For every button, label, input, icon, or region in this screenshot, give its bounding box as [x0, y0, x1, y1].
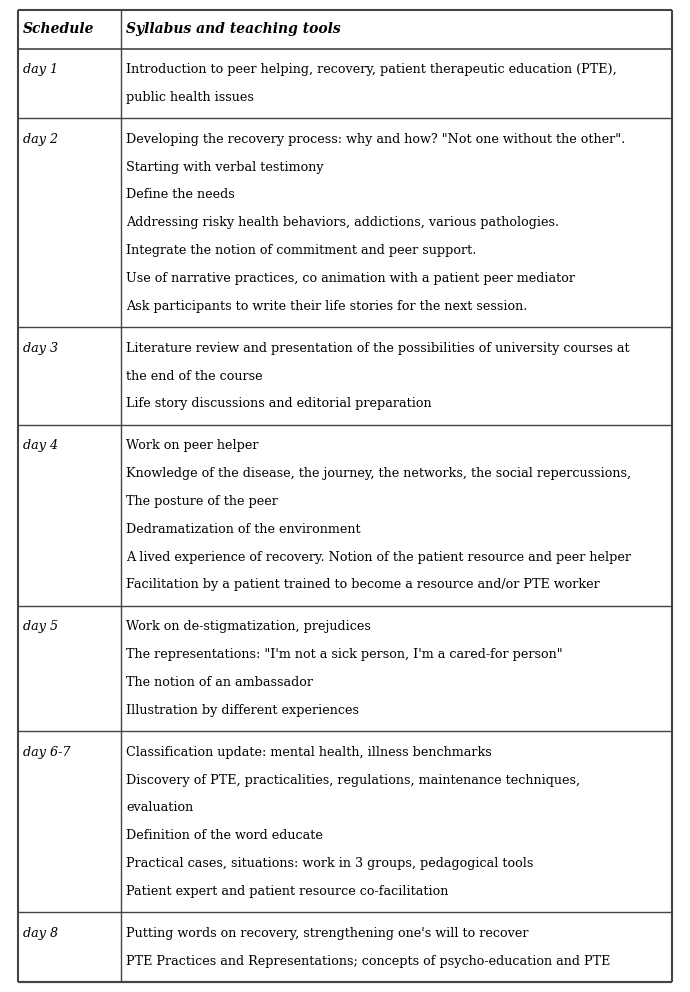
Text: Syllabus and teaching tools: Syllabus and teaching tools — [126, 22, 341, 37]
Text: Discovery of PTE, practicalities, regulations, maintenance techniques,: Discovery of PTE, practicalities, regula… — [126, 774, 580, 787]
Text: Life story discussions and editorial preparation: Life story discussions and editorial pre… — [126, 398, 432, 411]
Text: Putting words on recovery, strengthening one's will to recover: Putting words on recovery, strengthening… — [126, 927, 529, 939]
Text: day 2: day 2 — [23, 133, 58, 146]
Text: Classification update: mental health, illness benchmarks: Classification update: mental health, il… — [126, 746, 492, 759]
Text: The notion of an ambassador: The notion of an ambassador — [126, 676, 313, 688]
Text: day 1: day 1 — [23, 63, 58, 76]
Text: Facilitation by a patient trained to become a resource and/or PTE worker: Facilitation by a patient trained to bec… — [126, 578, 600, 591]
Text: A lived experience of recovery. Notion of the patient resource and peer helper: A lived experience of recovery. Notion o… — [126, 551, 631, 563]
Text: Integrate the notion of commitment and peer support.: Integrate the notion of commitment and p… — [126, 244, 477, 257]
Text: day 5: day 5 — [23, 620, 58, 633]
Text: Work on peer helper: Work on peer helper — [126, 439, 259, 452]
Text: public health issues: public health issues — [126, 91, 254, 104]
Text: Use of narrative practices, co animation with a patient peer mediator: Use of narrative practices, co animation… — [126, 272, 575, 285]
Text: Practical cases, situations: work in 3 groups, pedagogical tools: Practical cases, situations: work in 3 g… — [126, 857, 533, 870]
Text: evaluation: evaluation — [126, 802, 194, 814]
Text: The posture of the peer: The posture of the peer — [126, 495, 278, 508]
Text: day 3: day 3 — [23, 341, 58, 355]
Text: Addressing risky health behaviors, addictions, various pathologies.: Addressing risky health behaviors, addic… — [126, 216, 560, 229]
Text: Schedule: Schedule — [23, 22, 95, 37]
Text: day 8: day 8 — [23, 927, 58, 939]
Text: day 4: day 4 — [23, 439, 58, 452]
Text: Ask participants to write their life stories for the next session.: Ask participants to write their life sto… — [126, 300, 528, 312]
Text: Dedramatization of the environment: Dedramatization of the environment — [126, 523, 361, 536]
Text: PTE Practices and Representations; concepts of psycho-education and PTE: PTE Practices and Representations; conce… — [126, 954, 611, 967]
Text: Work on de-stigmatization, prejudices: Work on de-stigmatization, prejudices — [126, 620, 371, 633]
Text: Patient expert and patient resource co-facilitation: Patient expert and patient resource co-f… — [126, 885, 448, 898]
Text: Illustration by different experiences: Illustration by different experiences — [126, 703, 359, 717]
Text: The representations: "I'm not a sick person, I'm a cared-for person": The representations: "I'm not a sick per… — [126, 648, 563, 661]
Text: Knowledge of the disease, the journey, the networks, the social repercussions,: Knowledge of the disease, the journey, t… — [126, 467, 631, 480]
Text: Define the needs: Define the needs — [126, 188, 235, 201]
Text: Developing the recovery process: why and how? "Not one without the other".: Developing the recovery process: why and… — [126, 133, 626, 146]
Text: Starting with verbal testimony: Starting with verbal testimony — [126, 161, 324, 174]
Text: the end of the course: the end of the course — [126, 369, 263, 383]
Text: Introduction to peer helping, recovery, patient therapeutic education (PTE),: Introduction to peer helping, recovery, … — [126, 63, 617, 76]
Text: Definition of the word educate: Definition of the word educate — [126, 829, 323, 842]
Text: day 6-7: day 6-7 — [23, 746, 70, 759]
Text: Literature review and presentation of the possibilities of university courses at: Literature review and presentation of th… — [126, 341, 630, 355]
